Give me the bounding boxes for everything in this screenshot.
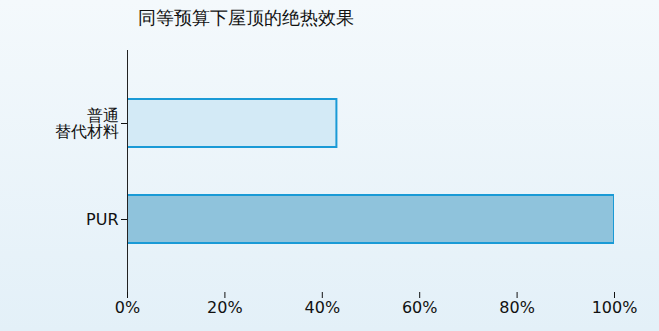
svg-text:普通替代材料: 普通替代材料 xyxy=(55,106,119,141)
svg-text:20%: 20% xyxy=(207,298,243,317)
svg-text:60%: 60% xyxy=(402,298,438,317)
svg-text:100%: 100% xyxy=(592,298,638,317)
svg-text:80%: 80% xyxy=(499,298,535,317)
html-text:同等预算下屋顶的绝热效果: 同等预算下屋顶的绝热效果 xyxy=(138,7,354,28)
svg-text:PUR: PUR xyxy=(86,210,118,229)
svg-text:40%: 40% xyxy=(305,298,341,317)
svg-text:0%: 0% xyxy=(115,298,140,317)
